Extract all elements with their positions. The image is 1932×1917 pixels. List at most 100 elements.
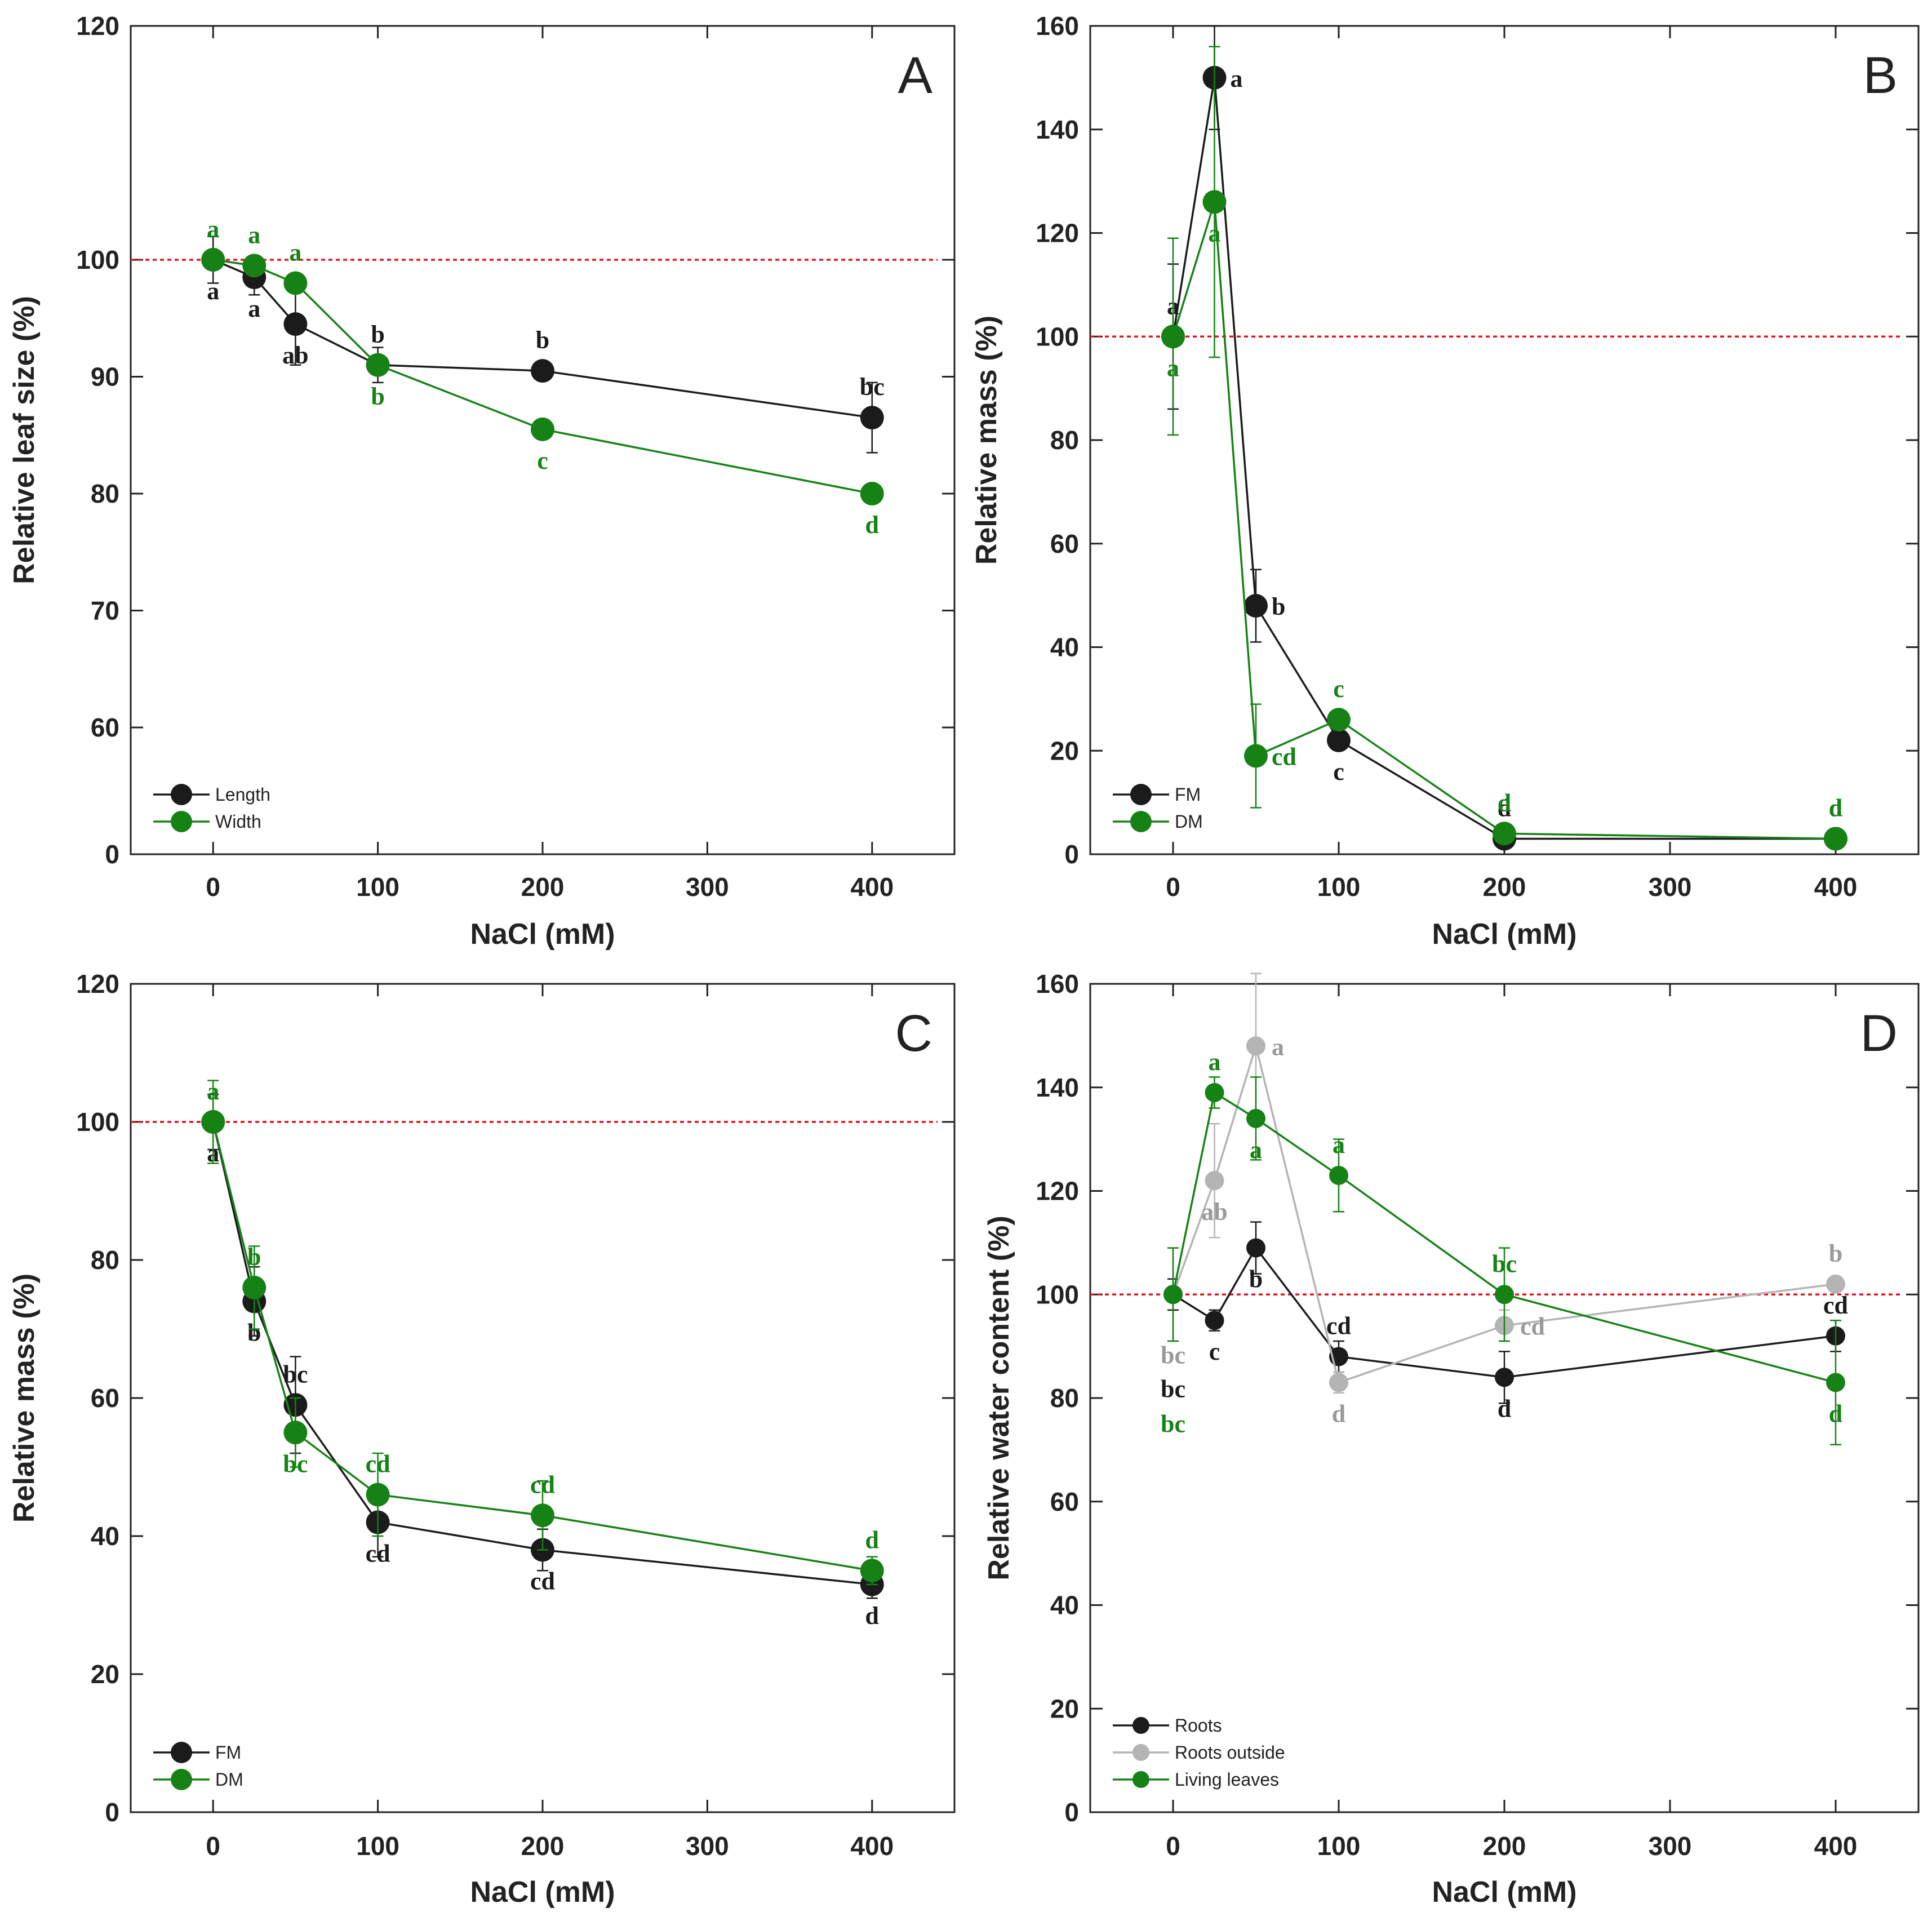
y-tick-label: 100 bbox=[1036, 322, 1079, 351]
significance-letter: a bbox=[1231, 65, 1243, 92]
significance-letter: d bbox=[1829, 794, 1842, 822]
significance-letter: ab bbox=[282, 341, 308, 369]
y-tick-label: 120 bbox=[1036, 219, 1079, 248]
significance-letter: d bbox=[865, 1602, 879, 1630]
y-tick-label: 80 bbox=[1050, 1383, 1079, 1413]
y-axis-label: Relative mass (%) bbox=[8, 1273, 41, 1523]
data-point bbox=[531, 417, 554, 441]
significance-letter: bc bbox=[283, 1450, 308, 1477]
legend-label: FM bbox=[1175, 784, 1201, 805]
x-tick-label: 100 bbox=[356, 1831, 399, 1861]
data-point bbox=[283, 271, 308, 295]
significance-letter: cd bbox=[530, 1568, 555, 1595]
y-axis-label: Relative leaf size (%) bbox=[8, 296, 41, 584]
legend-label: Roots outside bbox=[1175, 1742, 1285, 1763]
significance-letter: a bbox=[248, 295, 260, 322]
y-tick-label: 60 bbox=[91, 1383, 119, 1413]
x-axis-label: NaCl (mM) bbox=[1432, 918, 1576, 951]
y-axis-label: Relative mass (%) bbox=[970, 316, 1003, 565]
significance-letter: a bbox=[1209, 219, 1221, 247]
significance-letter: d bbox=[1498, 789, 1511, 816]
significance-letter: cd bbox=[1823, 1292, 1848, 1319]
x-axis-label: NaCl (mM) bbox=[470, 1876, 615, 1909]
legend-marker bbox=[171, 1769, 192, 1790]
significance-letter: cd bbox=[1272, 743, 1296, 770]
data-point bbox=[1205, 1311, 1224, 1330]
legend-marker bbox=[171, 1742, 192, 1763]
y-tick-label: 40 bbox=[1050, 1591, 1079, 1620]
significance-letter: b bbox=[247, 1243, 261, 1271]
significance-letter: cd bbox=[1326, 1312, 1351, 1340]
data-point bbox=[1493, 822, 1516, 846]
y-tick-label: 80 bbox=[91, 479, 119, 508]
legend-label: DM bbox=[1175, 811, 1203, 832]
significance-letter: bc bbox=[1161, 1410, 1185, 1437]
data-point bbox=[366, 353, 390, 377]
y-tick-label: 20 bbox=[91, 1659, 119, 1689]
data-point bbox=[1329, 1373, 1348, 1392]
significance-letter: c bbox=[1333, 758, 1344, 786]
significance-letter: cd bbox=[530, 1471, 555, 1498]
legend-label: Width bbox=[215, 811, 261, 832]
significance-letter: d bbox=[1498, 1395, 1511, 1422]
significance-letter: a bbox=[1167, 354, 1179, 381]
significance-letter: bc bbox=[1161, 1341, 1185, 1369]
series-line bbox=[1172, 1042, 1836, 1384]
significance-letter: c bbox=[537, 447, 548, 474]
y-tick-label: 160 bbox=[1036, 11, 1079, 41]
data-point bbox=[201, 248, 225, 272]
significance-letter: a bbox=[1250, 1136, 1262, 1164]
significance-letter: a bbox=[207, 277, 219, 305]
x-tick-label: 0 bbox=[1166, 872, 1180, 902]
significance-letter: bc bbox=[1492, 1250, 1517, 1277]
x-tick-label: 400 bbox=[850, 1831, 894, 1861]
legend: FM DM bbox=[1113, 784, 1203, 832]
data-point bbox=[283, 312, 308, 336]
data-point bbox=[531, 359, 554, 383]
data-point bbox=[860, 482, 884, 505]
x-tick-label: 300 bbox=[686, 1831, 729, 1861]
x-tick-label: 0 bbox=[206, 872, 220, 902]
data-point bbox=[242, 254, 267, 278]
significance-letter: ab bbox=[1201, 1198, 1227, 1226]
data-point bbox=[1205, 1082, 1224, 1102]
data-point bbox=[1327, 728, 1351, 752]
significance-letter: b bbox=[371, 321, 384, 348]
significance-letter: a bbox=[289, 239, 301, 267]
data-point bbox=[1495, 1285, 1514, 1304]
data-point bbox=[860, 1559, 884, 1583]
significance-letter: bc bbox=[860, 373, 885, 401]
significance-letter: d bbox=[865, 511, 879, 539]
data-point bbox=[1329, 1165, 1348, 1185]
significance-letter: b bbox=[536, 326, 549, 354]
y-tick-label: 100 bbox=[1036, 1280, 1079, 1309]
panel-a: 0 60 70 80 90 100 120 0 100 200 300 400 NaCl (mM) Rel… bbox=[8, 11, 956, 951]
legend-marker bbox=[1130, 811, 1152, 832]
x-tick-label: 400 bbox=[1814, 872, 1858, 902]
data-point bbox=[860, 406, 884, 430]
y-tick-label: 140 bbox=[1036, 115, 1079, 144]
y-tick-label: 60 bbox=[1050, 1487, 1079, 1516]
y-tick-label: 160 bbox=[1036, 969, 1079, 999]
panel-b: 0 20 40 60 80 100 120 140 160 0 100 200 300 400 NaCl (… bbox=[970, 11, 1920, 951]
y-tick-label: 120 bbox=[76, 969, 119, 999]
legend-label: Length bbox=[215, 784, 270, 805]
legend-marker bbox=[1132, 1717, 1149, 1734]
data-point bbox=[1202, 190, 1227, 214]
data-point bbox=[1244, 594, 1268, 618]
data-point bbox=[1826, 1373, 1845, 1392]
significance-letter: d bbox=[865, 1526, 879, 1554]
panel-letter: C bbox=[895, 1005, 932, 1062]
y-tick-label: 60 bbox=[91, 713, 119, 742]
y-tick-label: 140 bbox=[1036, 1073, 1079, 1102]
panel-letter: A bbox=[898, 47, 933, 104]
significance-letter: cd bbox=[366, 1450, 390, 1478]
series-line bbox=[1172, 201, 1836, 840]
legend: Roots Roots outside Living leaves bbox=[1113, 1715, 1285, 1790]
y-tick-label: 100 bbox=[76, 245, 119, 274]
significance-letter: d bbox=[1332, 1400, 1345, 1427]
significance-letter: a bbox=[1209, 1048, 1221, 1076]
